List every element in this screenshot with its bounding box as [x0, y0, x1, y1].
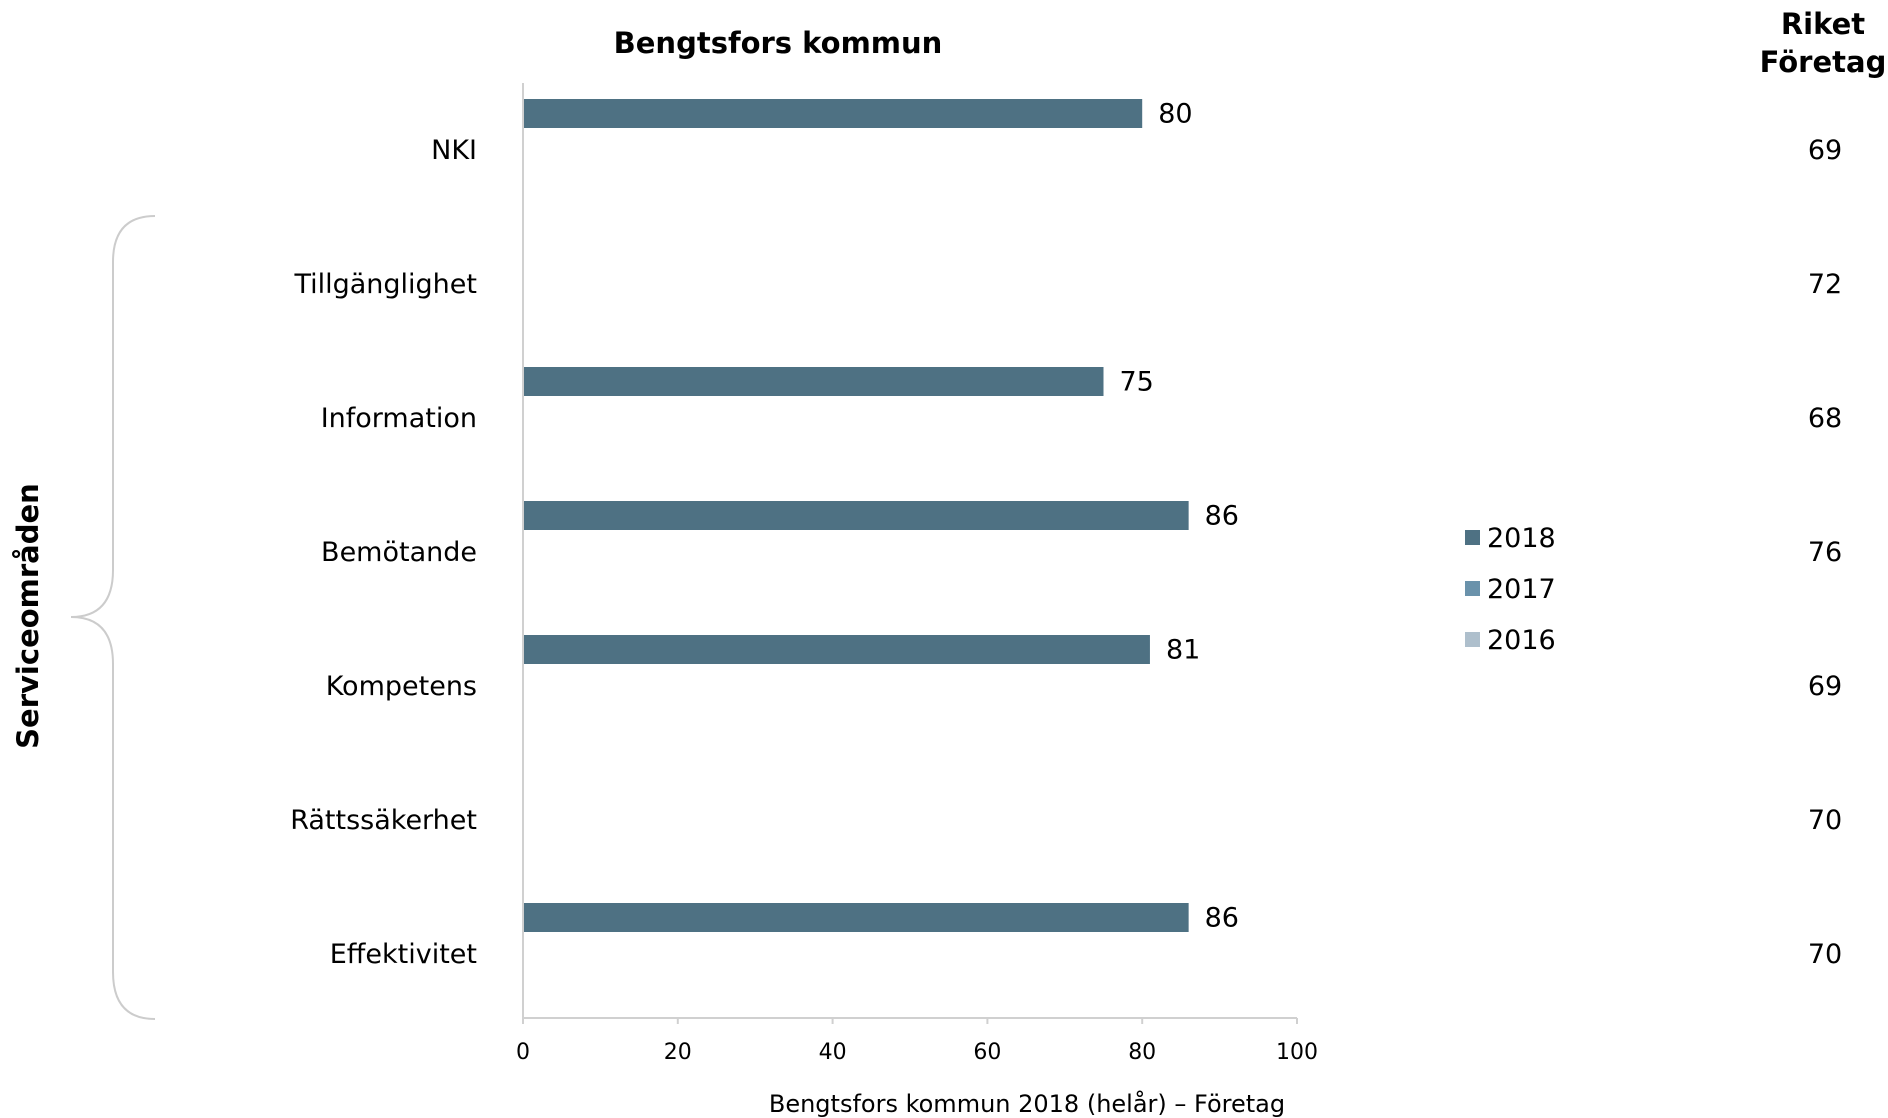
legend-label: 2018 — [1487, 523, 1556, 554]
legend-label: 2016 — [1487, 625, 1556, 656]
category-label: Bemötande — [321, 537, 477, 568]
x-axis-title: Bengtsfors kommun 2018 (helår) – Företag — [769, 1089, 1285, 1118]
x-tick-label: 60 — [973, 1040, 1001, 1065]
y-axis-title: Serviceområden — [11, 483, 45, 749]
riket-value: 69 — [1808, 135, 1842, 166]
bar-value-label: 81 — [1166, 635, 1200, 666]
riket-title-line2: Företag — [1760, 45, 1887, 79]
bar — [523, 903, 1189, 932]
bars — [523, 99, 1189, 932]
bar — [523, 367, 1104, 396]
legend-swatch — [1465, 632, 1480, 647]
riket-value: 69 — [1808, 671, 1842, 702]
riket-value: 68 — [1808, 403, 1842, 434]
riket-value: 70 — [1808, 939, 1842, 970]
bar — [523, 501, 1189, 530]
bar-value-label: 80 — [1158, 99, 1192, 130]
x-tick-label: 0 — [516, 1040, 530, 1065]
x-tick-label: 100 — [1276, 1040, 1318, 1065]
x-tick-label: 20 — [664, 1040, 692, 1065]
legend-swatch — [1465, 581, 1480, 596]
riket-title-line1: Riket — [1781, 7, 1865, 41]
riket-value: 70 — [1808, 805, 1842, 836]
legend-label: 2017 — [1487, 574, 1556, 605]
legend: 2018 2017 2016 — [1465, 523, 1556, 656]
riket-values: 69 72 68 76 69 70 70 — [1808, 135, 1842, 970]
category-labels: NKI Tillgänglighet Information Bemötande Kom… — [290, 135, 477, 970]
category-label: Tillgänglighet — [293, 269, 477, 300]
category-label: Information — [321, 403, 477, 434]
category-label: Effektivitet — [330, 939, 477, 970]
bar — [523, 635, 1150, 664]
legend-swatch — [1465, 530, 1480, 545]
value-labels: 80 75 86 81 86 — [1120, 99, 1239, 934]
category-label: Kompetens — [326, 671, 477, 702]
serviceomraden-brace — [70, 215, 156, 1020]
bar-value-label: 75 — [1120, 367, 1154, 398]
riket-value: 76 — [1808, 537, 1842, 568]
x-tick-label: 80 — [1128, 1040, 1156, 1065]
bar — [523, 99, 1143, 128]
riket-value: 72 — [1808, 269, 1842, 300]
bar-value-label: 86 — [1205, 903, 1239, 934]
category-label: Rättssäkerhet — [290, 805, 477, 836]
x-axis-ticks: 0 20 40 60 80 100 — [516, 1018, 1318, 1065]
category-label: NKI — [431, 135, 477, 166]
bar-value-label: 86 — [1205, 501, 1239, 532]
chart-title: Bengtsfors kommun — [614, 26, 943, 60]
x-tick-label: 40 — [819, 1040, 847, 1065]
